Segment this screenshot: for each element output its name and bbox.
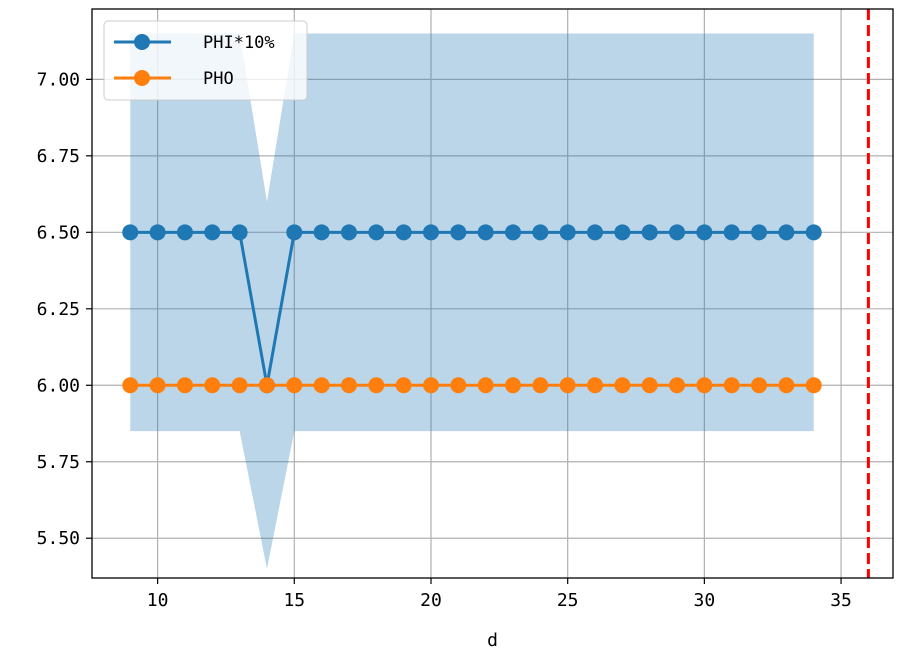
- data-point: [532, 377, 549, 394]
- y-tick-label: 6.50: [37, 222, 80, 243]
- data-point: [450, 224, 467, 241]
- data-point: [204, 377, 221, 394]
- data-point: [723, 224, 740, 241]
- x-tick-label: 20: [420, 590, 442, 611]
- data-point: [368, 224, 385, 241]
- data-point: [559, 224, 576, 241]
- data-point: [669, 377, 686, 394]
- x-tick-label: 15: [283, 590, 305, 611]
- x-axis-ticks: 10 15 20 25 30 35: [147, 578, 852, 611]
- x-tick-label: 25: [557, 590, 579, 611]
- data-point: [477, 224, 494, 241]
- data-point: [122, 224, 139, 241]
- series-layer: [122, 224, 822, 394]
- data-point: [696, 377, 713, 394]
- y-tick-label: 6.75: [37, 146, 80, 167]
- data-point: [122, 377, 139, 394]
- data-point: [505, 224, 522, 241]
- data-point: [149, 377, 166, 394]
- data-point: [696, 224, 713, 241]
- data-point: [176, 224, 193, 241]
- plot-frame: [91, 8, 894, 579]
- legend-label: PHI*10%: [203, 33, 275, 53]
- data-point: [231, 224, 248, 241]
- data-point: [751, 377, 768, 394]
- data-point: [395, 224, 412, 241]
- data-point: [149, 224, 166, 241]
- data-point: [395, 377, 412, 394]
- data-point: [778, 377, 795, 394]
- x-axis-label: d: [487, 630, 498, 651]
- data-point: [231, 377, 248, 394]
- y-tick-label: 7.00: [37, 69, 80, 90]
- confidence-band: [130, 33, 814, 569]
- data-point: [559, 377, 576, 394]
- data-point: [258, 377, 275, 394]
- data-point: [477, 377, 494, 394]
- legend: PHI*10% PHO: [103, 20, 308, 101]
- data-point: [805, 224, 822, 241]
- data-point: [614, 377, 631, 394]
- legend-marker: [134, 70, 150, 86]
- data-point: [422, 224, 439, 241]
- data-point: [450, 377, 467, 394]
- legend-label: PHO: [203, 69, 234, 89]
- data-point: [340, 224, 357, 241]
- data-point: [614, 224, 631, 241]
- y-tick-label: 5.50: [37, 528, 80, 549]
- data-point: [805, 377, 822, 394]
- data-point: [532, 224, 549, 241]
- data-point: [286, 377, 303, 394]
- confidence-band-layer: [130, 33, 814, 569]
- y-tick-label: 5.75: [37, 452, 80, 473]
- data-point: [723, 377, 740, 394]
- data-point: [340, 377, 357, 394]
- data-point: [641, 377, 658, 394]
- data-point: [505, 377, 522, 394]
- data-point: [778, 224, 795, 241]
- y-axis-ticks: 5.50 5.75 6.00 6.25 6.50 6.75 7.00: [37, 69, 92, 549]
- data-point: [286, 224, 303, 241]
- legend-marker: [134, 34, 150, 50]
- data-point: [641, 224, 658, 241]
- x-tick-label: 30: [694, 590, 716, 611]
- data-point: [422, 377, 439, 394]
- data-point: [313, 224, 330, 241]
- data-point: [587, 377, 604, 394]
- data-point: [313, 377, 330, 394]
- y-tick-label: 6.00: [37, 375, 80, 396]
- x-tick-label: 10: [147, 590, 169, 611]
- data-point: [751, 224, 768, 241]
- series-1: [122, 377, 822, 394]
- legend-item: PHO: [114, 69, 234, 89]
- legend-item: PHI*10%: [114, 33, 275, 53]
- data-point: [368, 377, 385, 394]
- data-point: [669, 224, 686, 241]
- data-point: [204, 224, 221, 241]
- data-point: [587, 224, 604, 241]
- x-tick-label: 35: [830, 590, 852, 611]
- y-tick-label: 6.25: [37, 299, 80, 320]
- data-point: [176, 377, 193, 394]
